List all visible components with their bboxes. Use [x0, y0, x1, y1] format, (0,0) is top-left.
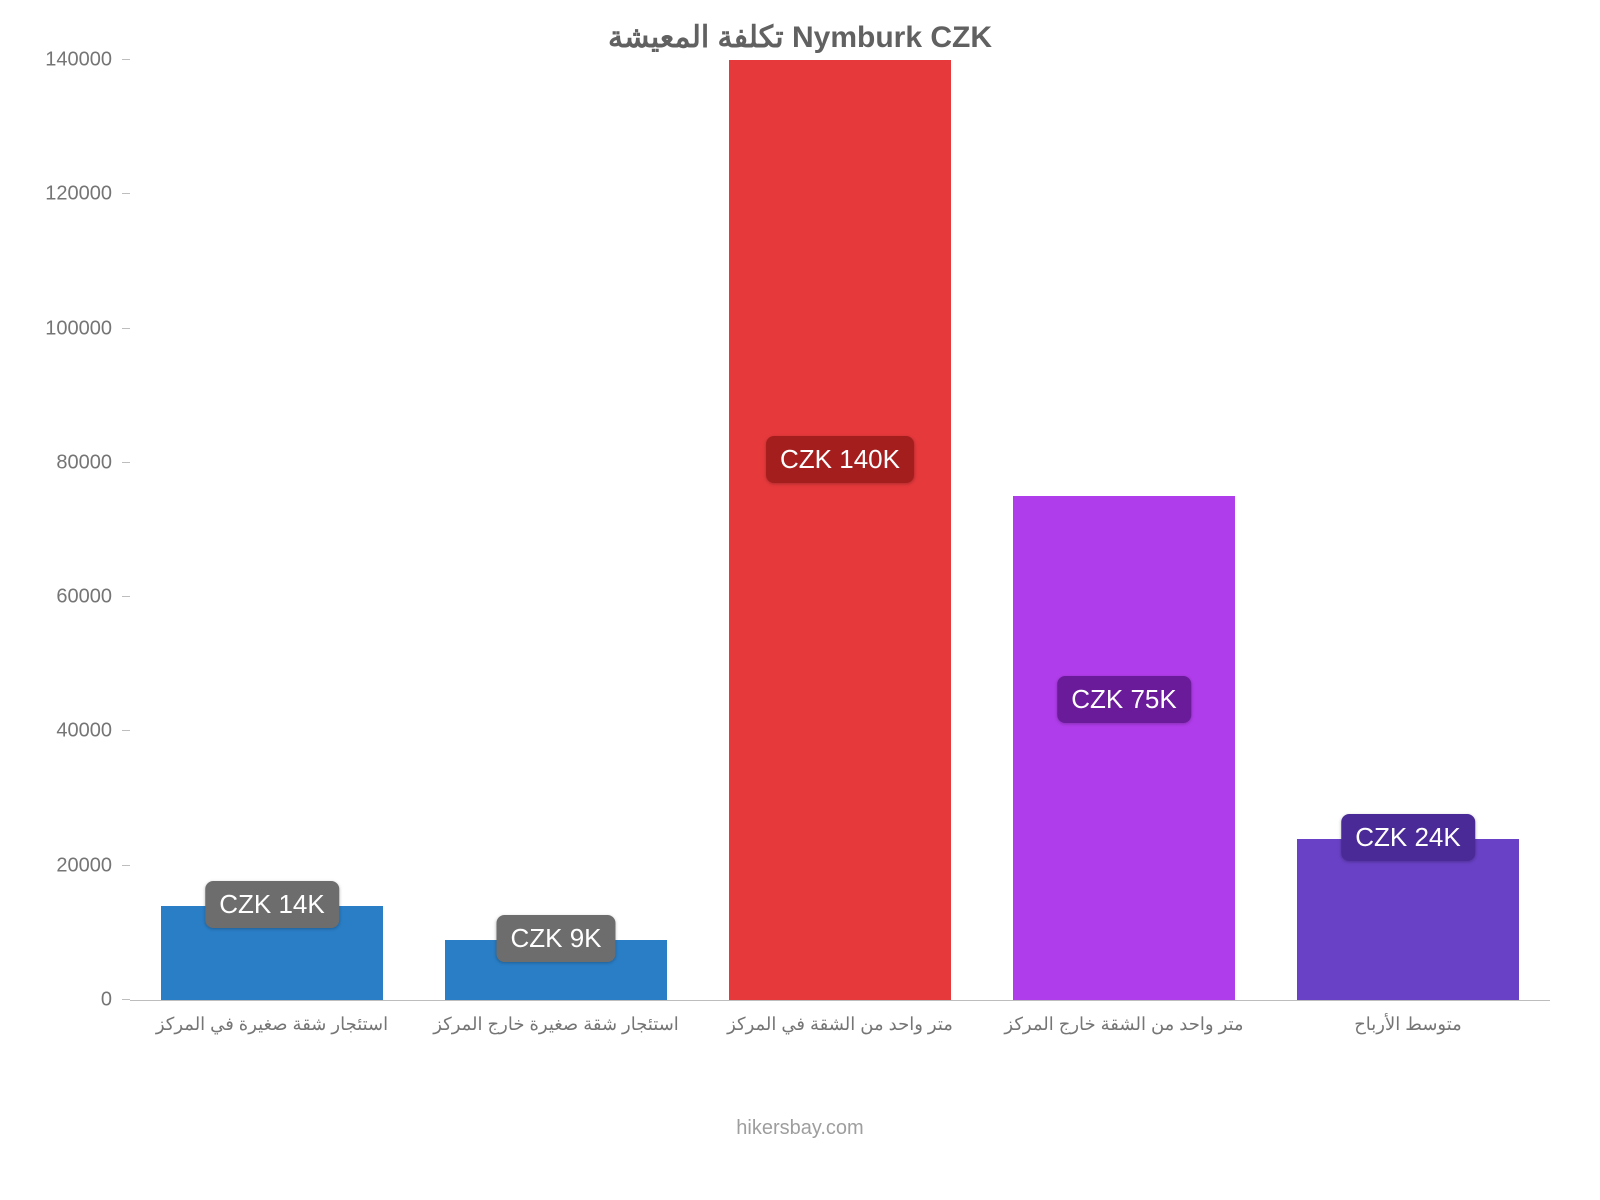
y-tick [122, 328, 130, 329]
y-tick [122, 730, 130, 731]
bar [729, 60, 951, 1000]
bar [1297, 839, 1519, 1000]
y-tick-label: 20000 [56, 854, 112, 877]
y-tick-label: 80000 [56, 451, 112, 474]
bar [1013, 496, 1235, 1000]
y-tick-label: 120000 [45, 183, 112, 206]
value-badge: CZK 14K [205, 881, 339, 928]
x-axis-label: استئجار شقة صغيرة في المركز [130, 1014, 414, 1035]
chart-footer: hikersbay.com [0, 1117, 1600, 1140]
bar-slot: متر واحد من الشقة خارج المركزCZK 75K [982, 60, 1266, 1000]
value-badge: CZK 24K [1341, 814, 1475, 861]
cost-of-living-chart: تكلفة المعيشة Nymburk CZK استئجار شقة صغ… [0, 0, 1600, 1200]
y-tick [122, 596, 130, 597]
chart-title: تكلفة المعيشة Nymburk CZK [0, 20, 1600, 55]
y-tick-label: 100000 [45, 317, 112, 340]
value-badge: CZK 75K [1057, 676, 1191, 723]
plot-area: استئجار شقة صغيرة في المركزCZK 14Kاستئجا… [130, 60, 1550, 1001]
y-tick-label: 140000 [45, 49, 112, 72]
bar-slot: متر واحد من الشقة في المركزCZK 140K [698, 60, 982, 1000]
x-axis-label: استئجار شقة صغيرة خارج المركز [414, 1014, 698, 1035]
value-badge: CZK 9K [496, 915, 615, 962]
y-tick-label: 0 [101, 989, 112, 1012]
bar-slot: استئجار شقة صغيرة في المركزCZK 14K [130, 60, 414, 1000]
y-tick [122, 462, 130, 463]
y-tick [122, 59, 130, 60]
x-axis-label: متر واحد من الشقة في المركز [698, 1014, 982, 1035]
bar-slot: استئجار شقة صغيرة خارج المركزCZK 9K [414, 60, 698, 1000]
bars-container: استئجار شقة صغيرة في المركزCZK 14Kاستئجا… [130, 60, 1550, 1000]
y-tick [122, 999, 130, 1000]
y-tick-label: 40000 [56, 720, 112, 743]
y-tick [122, 865, 130, 866]
x-axis-label: متر واحد من الشقة خارج المركز [982, 1014, 1266, 1035]
value-badge: CZK 140K [766, 436, 914, 483]
x-axis-label: متوسط الأرباح [1266, 1014, 1550, 1035]
bar-slot: متوسط الأرباحCZK 24K [1266, 60, 1550, 1000]
y-tick-label: 60000 [56, 586, 112, 609]
y-tick [122, 193, 130, 194]
